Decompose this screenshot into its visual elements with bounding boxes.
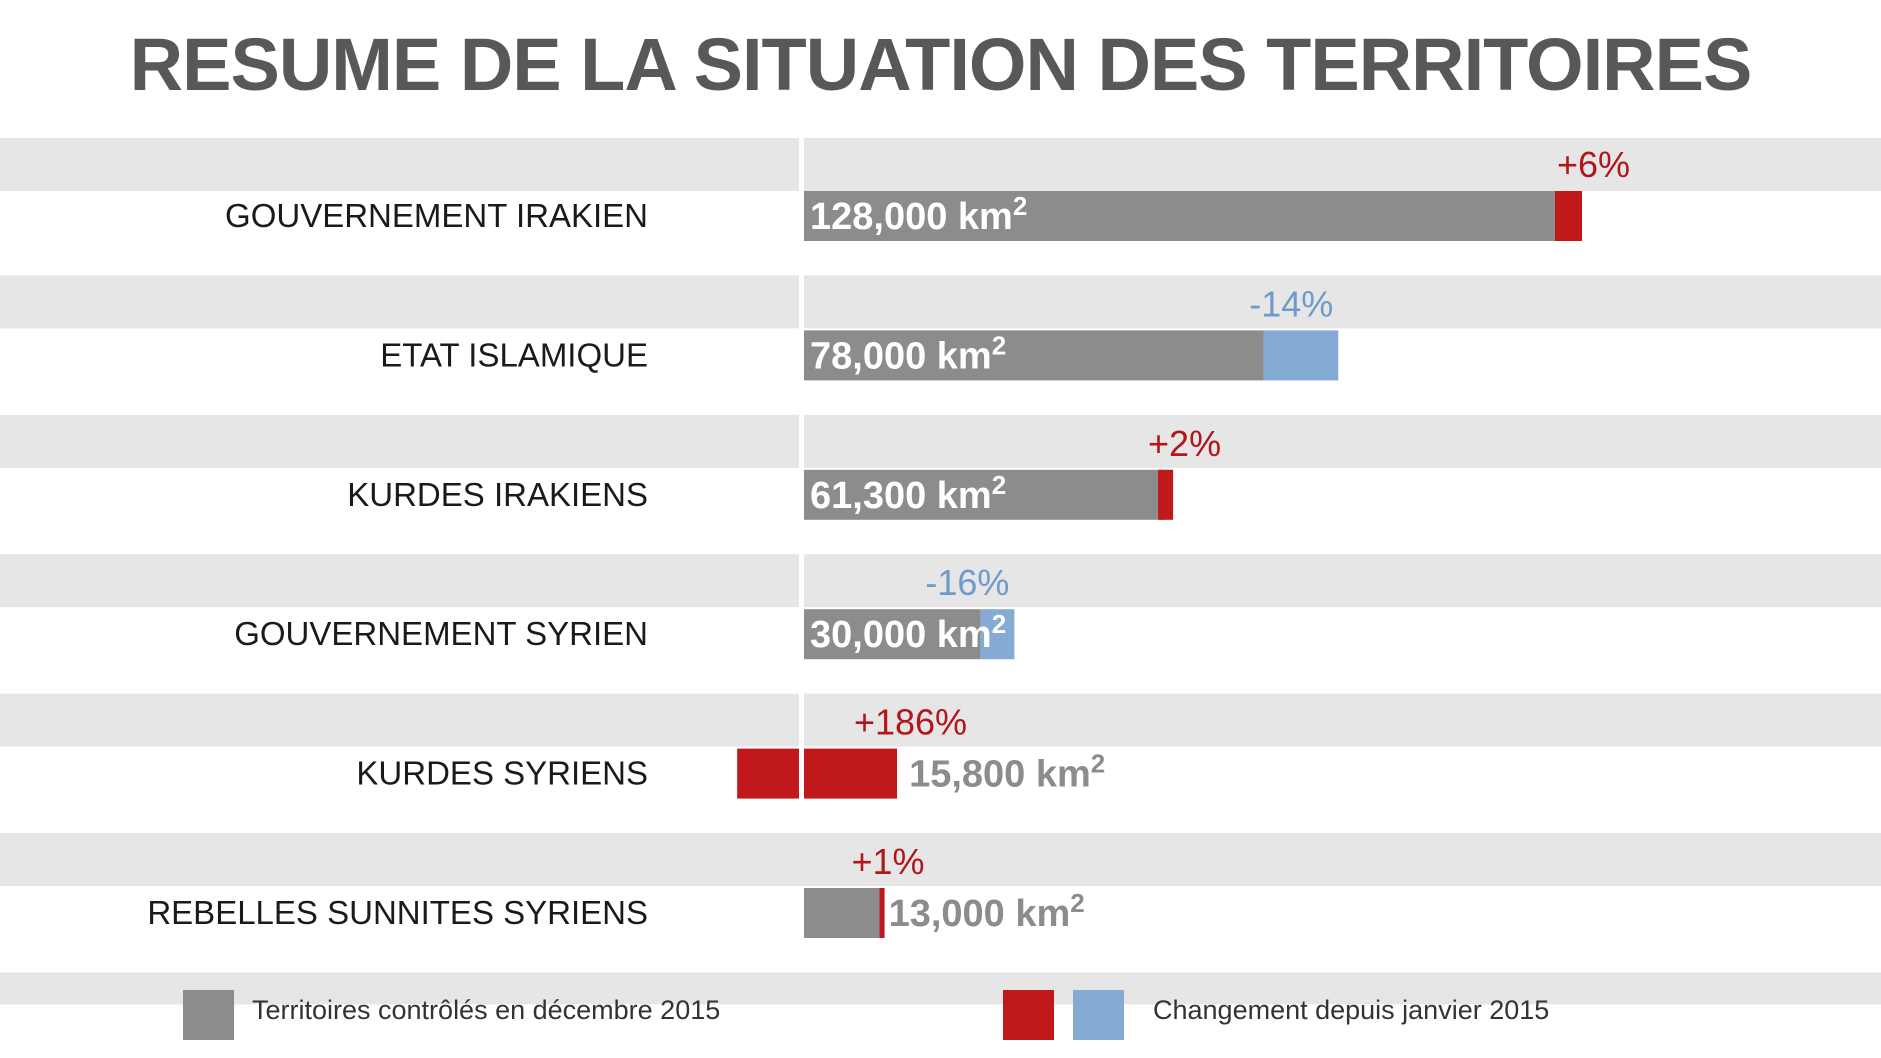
change-label: -14% [1249,283,1333,324]
background-band [0,275,1881,329]
legend-swatch-controlled [183,990,234,1040]
axis-divider [799,138,804,832]
category-label: REBELLES SUNNITES SYRIENS [147,894,648,931]
change-label: +6% [1557,144,1630,185]
legend-swatch-gain [1003,990,1054,1040]
change-label: +186% [854,702,967,743]
bar-change-gain [1555,191,1582,241]
category-label: KURDES SYRIENS [356,755,648,792]
background-band [0,554,1881,608]
bar-controlled [804,469,1166,520]
background-band [0,972,1881,1005]
change-label: +2% [1148,423,1221,464]
value-label: 15,800 km2 [909,749,1105,796]
background-band [0,138,1881,191]
value-label: 61,300 km2 [810,470,1006,517]
background-band [0,693,1881,747]
value-label: 30,000 km2 [810,609,1006,656]
bar-controlled [804,330,1264,381]
bar-change-gain [1158,469,1174,520]
bar-change-gain [804,748,898,799]
value-label: 78,000 km2 [810,330,1006,377]
category-label: GOUVERNEMENT IRAKIEN [225,197,648,234]
change-label: -16% [925,562,1009,603]
bar-controlled [804,609,981,660]
bar-controlled [804,888,881,938]
legend-label-change: Changement depuis janvier 2015 [1153,995,1550,1025]
bar-change-loss [980,609,1015,660]
background-band [0,833,1881,886]
value-label: 128,000 km2 [810,191,1027,238]
category-label: GOUVERNEMENT SYRIEN [234,615,648,652]
chart-title: RESUME DE LA SITUATION DES TERRITOIRES [129,23,1753,106]
value-label: 13,000 km2 [889,888,1085,935]
bar-controlled [804,191,1558,241]
bar-change-gain [879,888,885,938]
bar-change-loss [1263,330,1339,381]
legend-swatch-loss [1073,990,1124,1040]
category-label: KURDES IRAKIENS [347,476,648,513]
change-label: +1% [852,841,925,882]
bar-change-prior [737,748,799,799]
legend-label-controlled: Territoires contrôlés en décembre 2015 [252,995,721,1025]
background-band [0,414,1881,468]
category-label: ETAT ISLAMIQUE [380,336,648,373]
